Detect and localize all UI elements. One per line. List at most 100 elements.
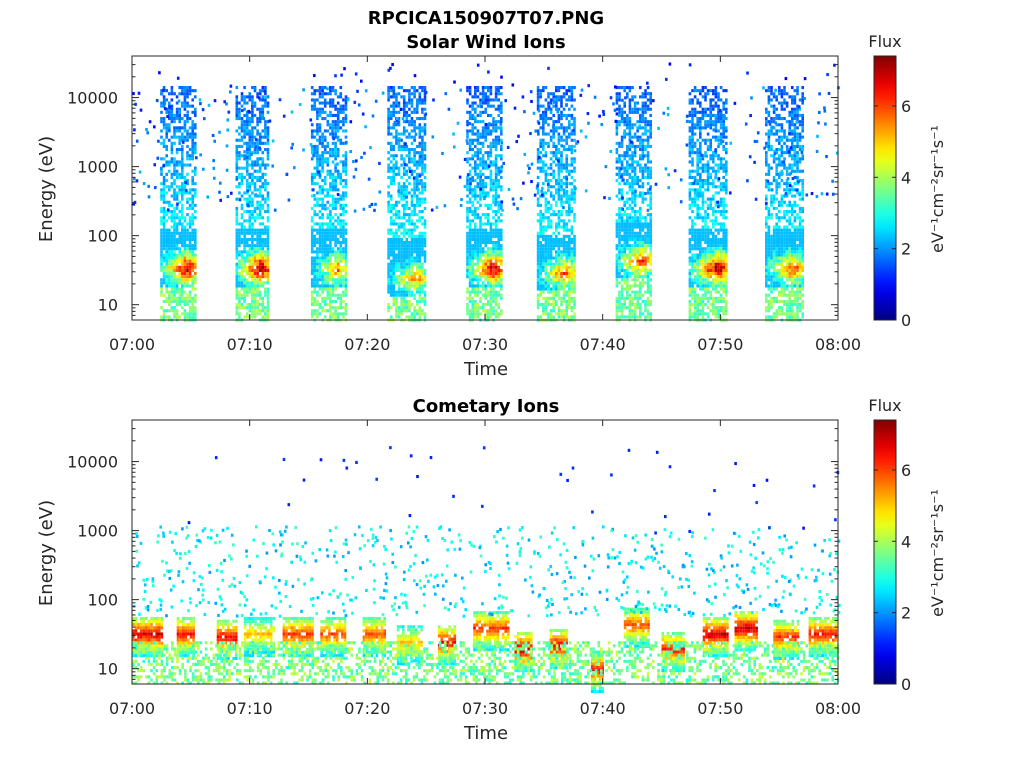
flux-cell [539, 194, 542, 198]
flux-cell [243, 126, 246, 130]
flux-cell [264, 241, 267, 245]
flux-cell [397, 234, 401, 238]
flux-cell [170, 160, 174, 164]
flux-cell [238, 154, 241, 158]
flux-cell [565, 129, 568, 133]
flux-cell [618, 197, 621, 201]
flux-cell [175, 148, 179, 152]
flux-cell [476, 287, 480, 291]
flux-cell [170, 293, 174, 297]
flux-cell [423, 144, 427, 148]
flux-cell [168, 169, 171, 173]
flux-cell [240, 123, 244, 127]
flux-cell [258, 206, 262, 210]
flux-cell [181, 191, 184, 195]
flux-cell [418, 299, 422, 303]
flux-cell [413, 312, 416, 316]
flux-cell [175, 110, 179, 114]
flux-cell [321, 185, 324, 189]
flux-cell [334, 175, 337, 179]
flux-cell [389, 268, 393, 272]
flux-cell [191, 262, 194, 266]
flux-cell [173, 129, 176, 133]
flux-cell [326, 213, 330, 217]
flux-cell [639, 179, 642, 183]
flux-cell [568, 290, 571, 294]
flux-cell [636, 129, 639, 133]
flux-cell [500, 138, 503, 142]
flux-cell [639, 262, 642, 266]
flux-cell [479, 228, 482, 232]
flux-cell [264, 120, 267, 124]
flux-cell [168, 231, 171, 235]
flux-cell [251, 250, 254, 254]
flux-cell [342, 163, 345, 167]
flux-cell [565, 284, 568, 288]
flux-cell [639, 237, 642, 241]
flux-cell [400, 293, 403, 297]
flux-cell [410, 250, 414, 254]
flux-cell [329, 86, 332, 90]
flux-cell [623, 129, 626, 133]
flux-cell [160, 157, 163, 161]
flux-cell [500, 278, 503, 282]
flux-cell [557, 244, 561, 248]
flux-cell [387, 203, 390, 207]
flux-cell [175, 151, 179, 155]
flux-cell [497, 182, 500, 186]
flux-cell [618, 182, 621, 186]
flux-cell [628, 120, 632, 124]
flux-cell [240, 166, 244, 170]
flux-cell [547, 123, 550, 127]
flux-cell [410, 256, 414, 260]
flux-cell [186, 206, 189, 210]
flux-cell [626, 278, 629, 282]
flux-cell [170, 299, 174, 303]
flux-cell [162, 293, 166, 297]
flux-cell [251, 172, 254, 176]
flux-cell [484, 262, 487, 266]
flux-cell [261, 253, 265, 257]
flux-cell [248, 259, 252, 263]
flux-cell [570, 241, 574, 245]
flux-cell [400, 296, 403, 300]
flux-cell [628, 315, 632, 319]
flux-cell [484, 253, 487, 257]
flux-cell [641, 244, 645, 248]
flux-cell [188, 234, 192, 238]
flux-cell [410, 123, 414, 127]
flux-cell [423, 117, 427, 121]
flux-cell [568, 113, 571, 117]
flux-cell [181, 250, 184, 254]
flux-cell [253, 315, 257, 319]
flux-cell [474, 126, 477, 130]
flux-cell [552, 141, 555, 145]
flux-cell [402, 259, 406, 263]
flux-cell [418, 141, 422, 145]
flux-cell [497, 210, 500, 214]
flux-cell [549, 157, 553, 161]
flux-cell [565, 234, 568, 238]
flux-cell [175, 309, 179, 313]
flux-cell [342, 275, 345, 279]
flux-cell [415, 272, 419, 276]
flux-cell [565, 148, 568, 152]
flux-cell [568, 296, 571, 300]
flux-cell [639, 241, 642, 245]
flux-cell [316, 265, 319, 269]
flux-cell [323, 203, 327, 207]
flux-cell [323, 135, 327, 139]
flux-cell [235, 237, 239, 241]
flux-cell [618, 160, 621, 164]
flux-cell [418, 247, 422, 251]
flux-cell [631, 135, 634, 139]
flux-cell [489, 312, 493, 316]
flux-cell [557, 166, 561, 170]
flux-cell [331, 141, 335, 145]
flux-cell [186, 222, 189, 226]
flux-cell [387, 129, 390, 133]
flux-cell [474, 253, 477, 257]
flux-cell [562, 86, 566, 90]
flux-cell [423, 169, 427, 173]
flux-cell [342, 160, 345, 164]
